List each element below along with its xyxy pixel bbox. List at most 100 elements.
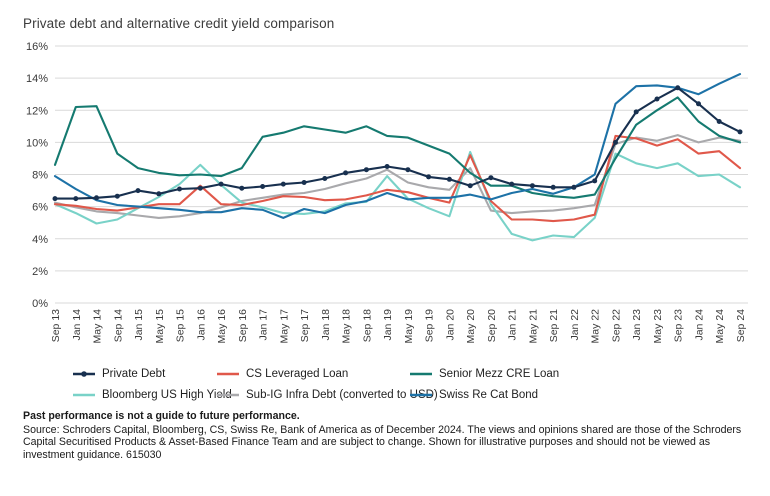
x-tick-label: May 20 [465,309,477,344]
legend-line-swatch [73,371,95,377]
series-cs-leveraged-loan [53,134,742,223]
legend-label: Senior Mezz CRE Loan [439,368,560,380]
x-tick-label: Sep 16 [237,309,249,342]
x-tick-label: Jan 21 [507,309,519,341]
x-tick-label: Sep 18 [361,309,373,342]
data-point-marker [177,186,182,192]
x-tick-label: May 22 [590,309,602,344]
y-tick-label: 14% [26,73,48,85]
data-point-marker [633,109,639,115]
x-tick-label: May 19 [403,309,415,344]
x-tick-label: May 18 [341,309,353,344]
x-tick-label: Jan 24 [693,309,705,341]
x-tick-label: May 16 [216,309,228,344]
x-tick-label: Jan 17 [258,309,270,341]
x-tick-label: May 15 [154,309,166,344]
data-point-marker [260,184,266,189]
series-line [53,134,742,219]
chart-footnote: Past performance is not a guide to futur… [23,410,758,462]
x-tick-label: Jan 23 [631,309,643,341]
series-sub-ig-infra-debt-converted-to-usd- [53,134,742,219]
x-tick-label: May 24 [714,309,726,344]
data-point-marker [529,183,535,189]
legend-item-bloomberg-us-high-yield: Bloomberg US High Yield [72,389,232,401]
data-point-marker [696,101,701,107]
x-tick-label: Sep 13 [50,309,62,342]
x-tick-label: May 14 [92,309,104,344]
data-point-marker [488,175,494,181]
x-tick-label: Sep 14 [112,309,124,342]
x-tick-label: Jan 14 [71,309,83,341]
data-point-marker [197,185,203,191]
y-tick-label: 2% [32,266,48,278]
y-tick-label: 6% [32,202,48,214]
data-point-marker [52,196,58,202]
x-tick-label: May 23 [652,309,664,344]
legend-line-swatch [73,393,95,397]
legend-item-private-debt: Private Debt [72,368,216,380]
x-tick-label: Sep 17 [299,309,311,342]
legend-marker-dot [81,371,87,377]
data-point-marker [467,183,473,189]
chart-legend: Private Debt CS Leveraged Loan Senior Mezz… [72,368,770,401]
y-tick-label: 0% [32,298,48,310]
x-tick-label: Sep 22 [610,309,622,342]
x-tick-label: Jan 15 [133,309,145,341]
legend-item-senior-mezz-cre-loan: Senior Mezz CRE Loan [409,368,770,380]
series-swiss-re-cat-bond [53,73,742,219]
x-tick-label: Sep 23 [673,309,685,342]
data-point-marker [218,181,224,187]
legend-label: Swiss Re Cat Bond [439,389,539,401]
x-tick-label: May 17 [278,309,290,344]
series-senior-mezz-cre-loan [53,96,742,199]
legend-line-swatch [410,393,432,397]
past-performance-disclaimer: Past performance is not a guide to futur… [23,410,300,422]
legend-line-swatch [410,372,432,376]
x-tick-label: Sep 20 [486,309,498,342]
data-point-marker [239,185,245,191]
x-tick-label: Jan 20 [444,309,456,341]
data-point-marker [426,174,432,180]
x-tick-label: Jan 16 [195,309,207,341]
data-point-marker [363,167,369,173]
series-line [53,96,742,199]
series-line [53,73,742,219]
data-point-marker [737,129,743,135]
data-point-marker [716,119,722,124]
x-tick-label: Jan 22 [569,309,581,341]
legend-item-swiss-re-cat-bond: Swiss Re Cat Bond [409,389,770,401]
legend-label: Sub-IG Infra Debt (converted to USD) [246,389,438,401]
legend-label: Bloomberg US High Yield [102,389,232,401]
x-tick-label: Sep 19 [424,309,436,342]
yield-comparison-chart: 0% 2% 4% 6% 8% 10% 12% 14% 16% Sep 13 Jan 14 May 14… [26,41,748,344]
series-line [53,134,742,223]
legend-label: Private Debt [102,368,166,380]
data-point-marker [301,180,307,185]
source-text: Source: Schroders Capital, Bloomberg, CS… [23,423,742,462]
data-point-marker [550,184,556,190]
data-point-marker [73,196,79,202]
y-tick-label: 4% [32,234,48,246]
x-tick-label: Sep 21 [548,309,560,342]
y-tick-label: 8% [32,170,48,182]
data-point-marker [114,193,120,199]
y-tick-label: 12% [26,105,48,117]
data-point-marker [675,85,681,91]
gridlines [55,45,748,304]
series-line [53,86,742,200]
legend-line-swatch [217,393,239,397]
data-point-marker [592,178,598,184]
x-tick-label: May 21 [527,309,539,344]
x-axis-labels: Sep 13 Jan 14 May 14 Sep 14 Jan 15 May 15 Sep … [50,309,747,344]
data-point-marker [280,181,286,187]
chart-title: Private debt and alternative credit yiel… [23,16,335,31]
y-axis-labels: 0% 2% 4% 6% 8% 10% 12% 14% 16% [26,41,48,310]
legend-line-swatch [217,372,239,376]
data-point-marker [94,195,99,201]
x-tick-label: Sep 15 [175,309,187,342]
legend-item-sub-ig-infra-debt-converted-to-usd-: Sub-IG Infra Debt (converted to USD) [216,389,438,401]
x-tick-label: Jan 19 [382,309,394,341]
series-private-debt [52,85,743,202]
y-tick-label: 16% [26,41,48,53]
x-tick-label: Sep 24 [735,309,747,342]
